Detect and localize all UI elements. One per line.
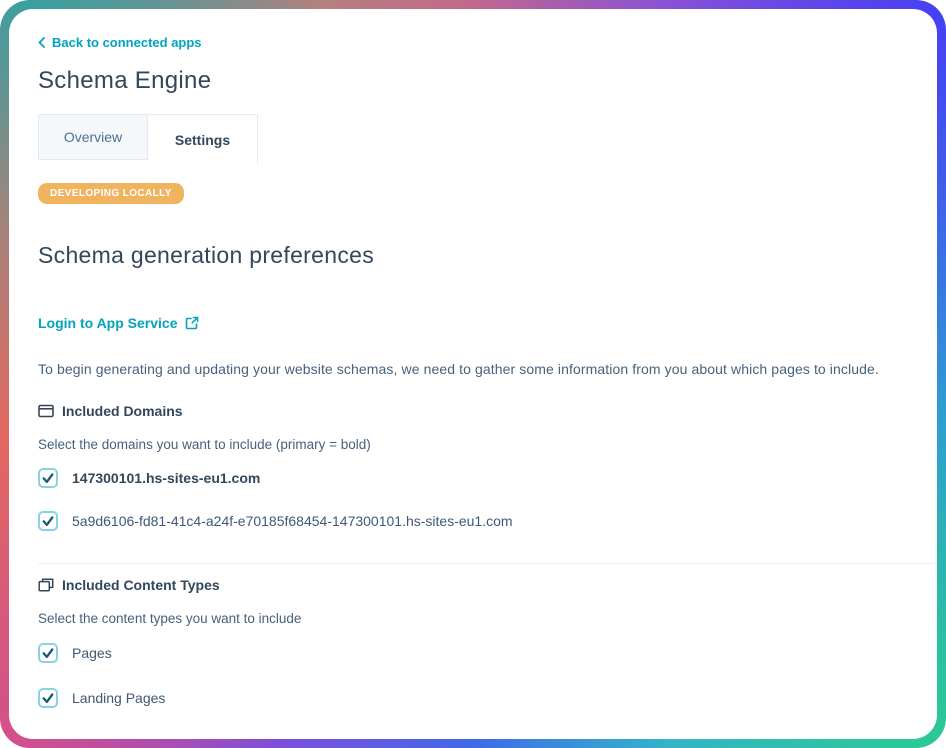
section-divider [38, 563, 937, 564]
back-link-label: Back to connected apps [52, 35, 202, 50]
back-to-connected-apps-link[interactable]: Back to connected apps [38, 35, 202, 50]
domain-row-primary: 147300101.hs-sites-eu1.com [38, 467, 908, 489]
browser-window-icon [38, 404, 54, 418]
login-to-app-service-link[interactable]: Login to App Service [38, 315, 199, 331]
tab-overview[interactable]: Overview [38, 114, 148, 160]
status-badge: DEVELOPING LOCALLY [38, 183, 184, 204]
domain-secondary-label: 5a9d6106-fd81-41c4-a24f-e70185f68454-147… [72, 513, 513, 529]
content-type-row-landing-pages: Landing Pages [38, 687, 908, 709]
external-link-icon [185, 316, 199, 330]
content-type-row-pages: Pages [38, 642, 908, 664]
intro-text: To begin generating and updating your we… [38, 361, 879, 377]
included-content-types-subtitle: Select the content types you want to inc… [38, 611, 302, 626]
tab-bar: Overview Settings [38, 114, 908, 164]
app-settings-page: Back to connected apps Schema Engine Ove… [9, 9, 937, 739]
checkmark-icon [42, 648, 54, 659]
login-link-label: Login to App Service [38, 315, 178, 331]
checkmark-icon [42, 693, 54, 704]
domain-row-secondary: 5a9d6106-fd81-41c4-a24f-e70185f68454-147… [38, 510, 908, 532]
included-domains-subtitle: Select the domains you want to include (… [38, 437, 371, 452]
copy-pages-icon [38, 578, 54, 592]
page-title: Schema Engine [38, 67, 212, 94]
domain-secondary-checkbox[interactable] [38, 511, 58, 531]
section-heading: Schema generation preferences [38, 242, 375, 268]
chevron-left-icon [38, 37, 45, 48]
checkmark-icon [42, 516, 54, 527]
included-domains-header: Included Domains [38, 403, 908, 419]
included-domains-title: Included Domains [62, 403, 183, 419]
checkmark-icon [42, 473, 54, 484]
pages-checkbox[interactable] [38, 643, 58, 663]
tab-settings[interactable]: Settings [148, 114, 258, 164]
landing-pages-label: Landing Pages [72, 690, 166, 706]
included-content-types-title: Included Content Types [62, 577, 220, 593]
domain-primary-checkbox[interactable] [38, 468, 58, 488]
landing-pages-checkbox[interactable] [38, 688, 58, 708]
domain-primary-label: 147300101.hs-sites-eu1.com [72, 470, 261, 486]
included-content-types-header: Included Content Types [38, 577, 908, 593]
pages-label: Pages [72, 645, 112, 661]
